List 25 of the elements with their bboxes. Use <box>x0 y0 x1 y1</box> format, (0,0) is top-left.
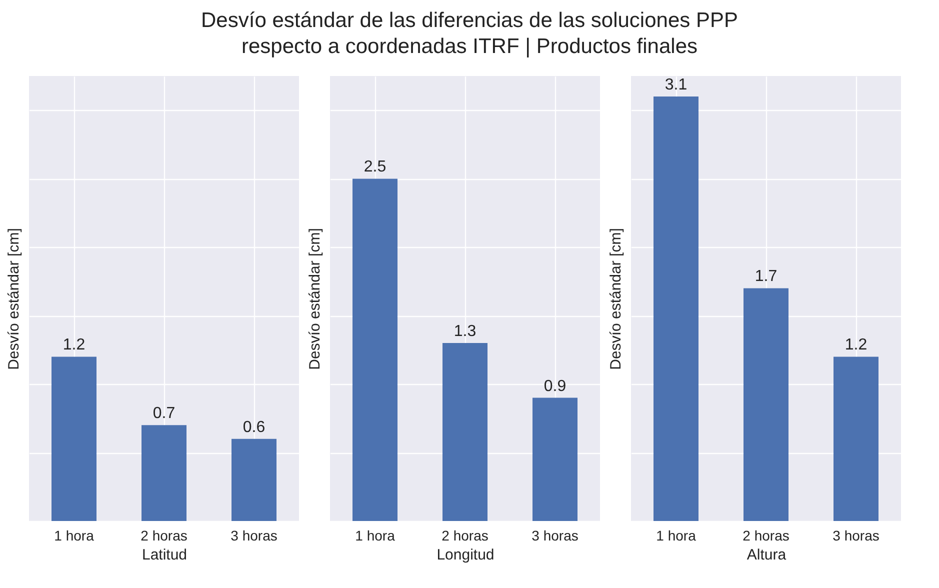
y-axis-title: Desvío estándar [cm] <box>608 228 624 370</box>
y-axis-title: Desvío estándar [cm] <box>6 228 22 370</box>
x-tick-label: 2 horas <box>442 528 488 544</box>
data-label: 3.1 <box>664 76 688 94</box>
x-tick-label: 3 horas <box>832 528 880 544</box>
data-label: 0.6 <box>242 418 266 436</box>
data-label: 0.9 <box>544 378 566 395</box>
data-label: 2.5 <box>364 158 386 176</box>
data-label: 1.7 <box>754 268 778 286</box>
x-axis-title: Latitud <box>142 546 188 564</box>
x-tick-label: 3 horas <box>532 528 578 544</box>
x-tick-label: 1 hora <box>54 528 94 544</box>
x-tick-label: 1 hora <box>656 528 696 544</box>
x-tick-label: 2 horas <box>742 528 790 544</box>
data-label: 0.7 <box>152 405 176 422</box>
x-tick-label: 1 hora <box>355 528 396 544</box>
x-tick-label: 2 horas <box>140 528 188 544</box>
x-axis-title: Longitud <box>436 546 494 564</box>
text: Desvío estándar de las diferencias de las soluciones PPP respecto a coordenadas ITRF | Productos finales <box>200 8 739 60</box>
data-label: 1.3 <box>454 323 476 340</box>
data-label: 1.2 <box>62 336 86 354</box>
x-axis-title: Altura <box>746 546 787 564</box>
x-tick-label: 3 horas <box>230 528 278 544</box>
y-axis-title: Desvío estándar [cm] <box>306 228 324 370</box>
data-label: 1.2 <box>844 336 868 354</box>
